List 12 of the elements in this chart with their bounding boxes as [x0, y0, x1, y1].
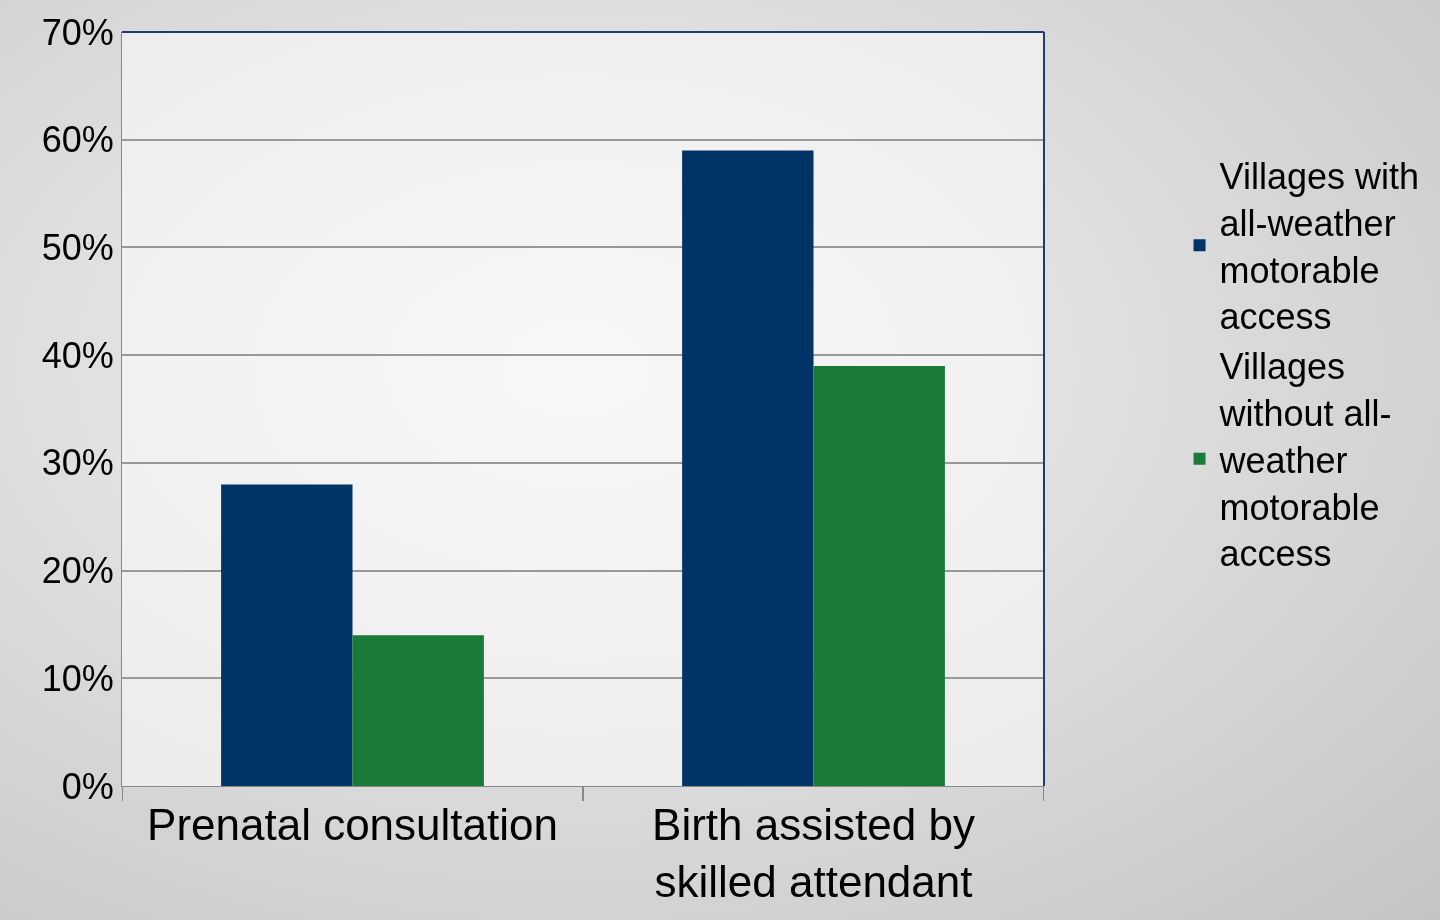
legend-label: Villages without all-weather motorable access	[1218, 346, 1392, 575]
y-tick-label: 10%	[41, 657, 114, 699]
y-tick-label: 40%	[41, 334, 114, 376]
y-tick-label: 60%	[41, 119, 114, 161]
x-tick-label: Prenatal consultation	[147, 799, 558, 849]
y-tick-label: 0%	[61, 765, 114, 807]
y-tick-label: 70%	[41, 11, 114, 53]
y-tick-label: 50%	[41, 227, 114, 269]
legend-label: Villages with all-weather motorable access	[1219, 156, 1419, 338]
y-tick-label: 20%	[41, 550, 114, 592]
y-tick-label: 30%	[41, 442, 114, 484]
x-tick-label: Birth assisted by skilled attendant	[652, 799, 975, 906]
